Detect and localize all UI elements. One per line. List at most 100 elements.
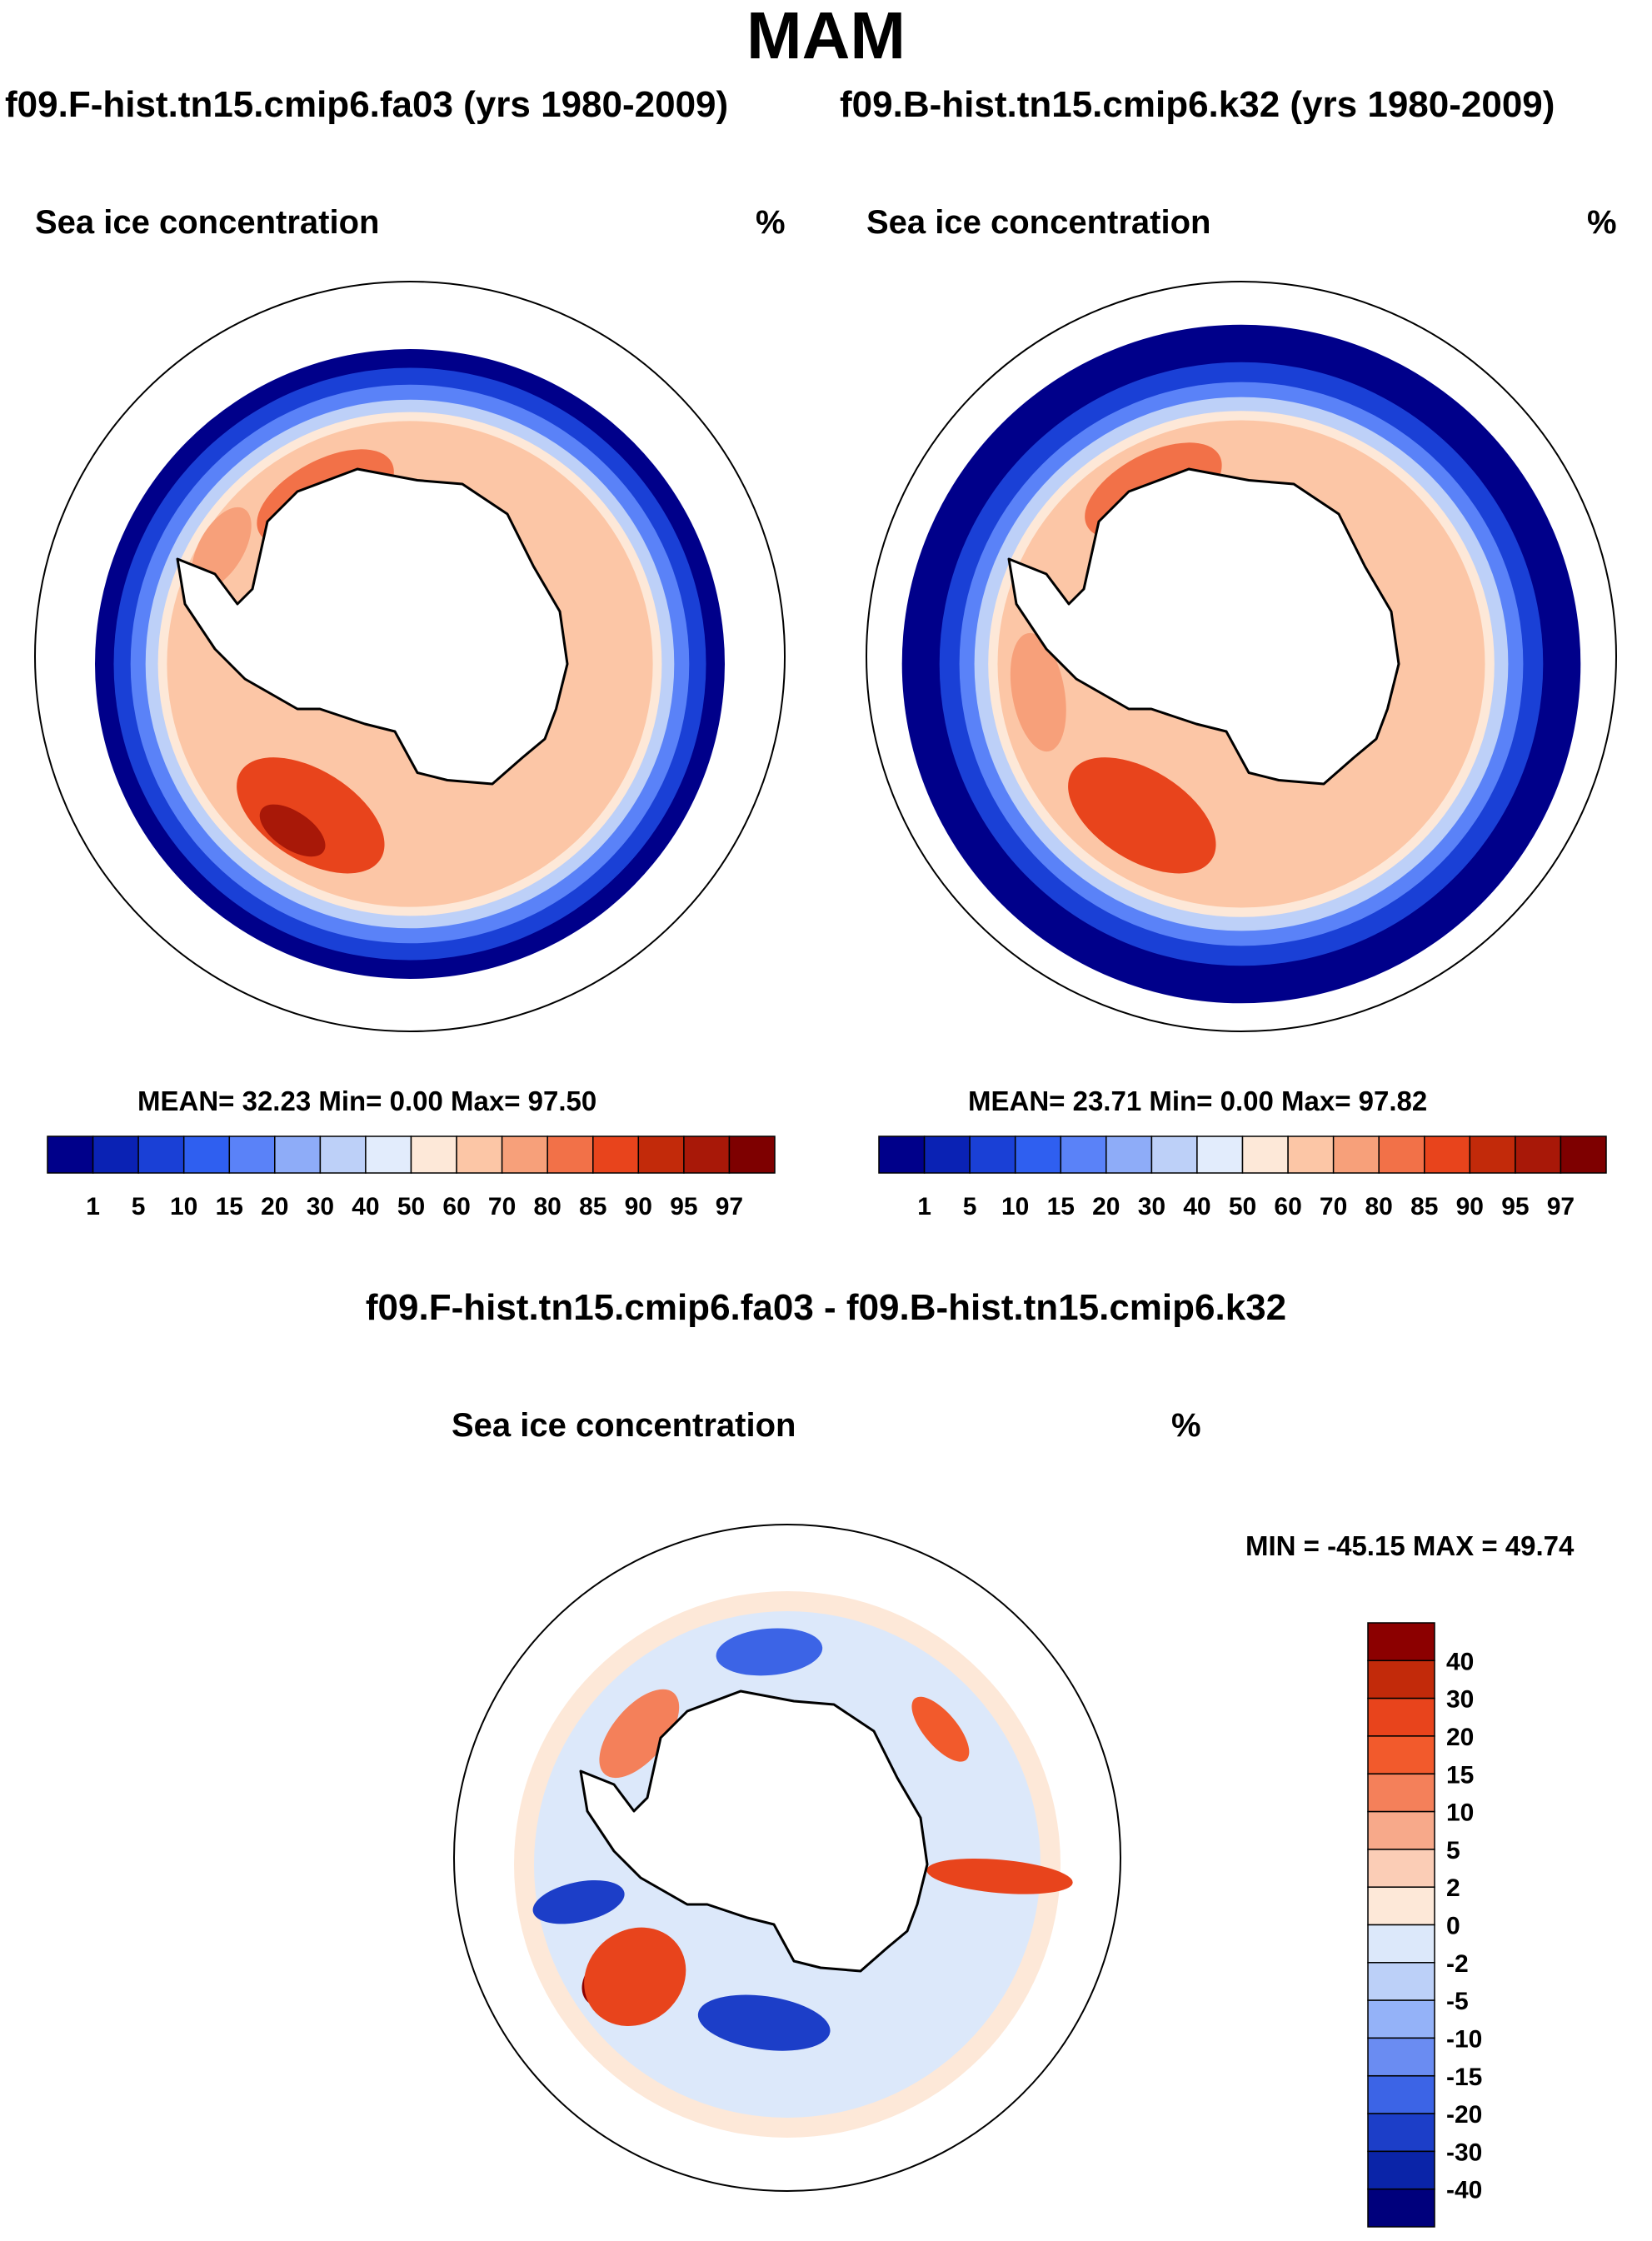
colorbar-diff-swatch xyxy=(1367,1660,1435,1699)
colorbar-diff-swatch xyxy=(1367,1999,1435,2039)
colorbar-b-label: 1 xyxy=(917,1193,931,1220)
colorbar-b-label: 30 xyxy=(1138,1193,1165,1220)
colorbar-diff-swatch xyxy=(1367,1810,1435,1850)
colorbar-a-label: 15 xyxy=(216,1193,243,1220)
colorbar-diff-label: -20 xyxy=(1446,2101,1482,2129)
colorbar-a-label: 85 xyxy=(579,1193,606,1220)
antarctica-coastline xyxy=(579,1689,929,1973)
diff-title: f09.F-hist.tn15.cmip6.fa03 - f09.B-hist.… xyxy=(365,1287,1287,1328)
patch-weddell-sea xyxy=(237,757,385,874)
map-border xyxy=(866,281,1617,1032)
colorbar-a-swatch xyxy=(319,1135,367,1174)
panel-b-stats: MEAN= 23.71 Min= 0.00 Max= 97.82 xyxy=(968,1086,1428,1116)
panel-a-variable: Sea ice concentration xyxy=(35,204,380,241)
colorbar-a-label: 40 xyxy=(352,1193,379,1220)
colorbar-diff-label: 30 xyxy=(1446,1686,1474,1714)
colorbar-diff-label: 2 xyxy=(1446,1874,1460,1902)
colorbar-b-swatch xyxy=(923,1135,971,1174)
colorbar-diff-label: 5 xyxy=(1446,1837,1460,1864)
colorbar-a-swatch xyxy=(592,1135,640,1174)
panel-diff-units: % xyxy=(1171,1407,1201,1444)
patch-weddell-sea-west-halo xyxy=(584,1927,686,2026)
colorbar-a-label: 95 xyxy=(670,1193,697,1220)
colorbar-b-label: 5 xyxy=(963,1193,977,1220)
colorbar-a-label: 20 xyxy=(261,1193,288,1220)
panel-diff-map xyxy=(514,1591,1073,2138)
colorbar-b-label: 15 xyxy=(1047,1193,1075,1220)
colorbar-a-label: 1 xyxy=(86,1193,100,1220)
colorbar-b-swatch xyxy=(1196,1135,1244,1174)
colorbar-b-swatch xyxy=(1241,1135,1289,1174)
panel-b-variable: Sea ice concentration xyxy=(866,204,1211,241)
colorbar-diff-label: 10 xyxy=(1446,1799,1474,1827)
colorbar-b-swatch xyxy=(1560,1135,1607,1174)
colorbar-a-swatch xyxy=(501,1135,548,1174)
colorbar-diff-label: 15 xyxy=(1446,1761,1474,1789)
colorbar-b-swatch xyxy=(1060,1135,1107,1174)
patch-amundsen-sea xyxy=(192,507,252,589)
colorbar-a-label: 97 xyxy=(716,1193,743,1220)
colorbar-diff-swatch xyxy=(1367,1962,1435,2001)
colorbar-b-label: 80 xyxy=(1365,1193,1393,1220)
colorbar-a-swatch xyxy=(547,1135,594,1174)
figure-title: MAM xyxy=(746,0,906,72)
colorbar-diff-swatch xyxy=(1367,2150,1435,2190)
colorbar-b-label: 60 xyxy=(1274,1193,1301,1220)
colorbar-a-label: 10 xyxy=(170,1193,197,1220)
colorbar-diff-swatch xyxy=(1367,2113,1435,2153)
colorbar-a-swatch xyxy=(637,1135,685,1174)
colorbar-b-label: 20 xyxy=(1092,1193,1120,1220)
colorbar-a-label: 70 xyxy=(488,1193,516,1220)
colorbar-a-label: 5 xyxy=(132,1193,146,1220)
panel-diff-stats: MIN = -45.15 MAX = 49.74 xyxy=(1245,1530,1575,1561)
colorbar-a-swatch xyxy=(683,1135,731,1174)
colorbar-b-label: 97 xyxy=(1547,1193,1575,1220)
patch-ross-sea xyxy=(599,1689,680,1779)
colorbar-a-label: 80 xyxy=(534,1193,561,1220)
colorbar-a-swatch xyxy=(92,1135,139,1174)
colorbar-b-label: 50 xyxy=(1229,1193,1256,1220)
colorbar-diff-label: 0 xyxy=(1446,1913,1460,1940)
colorbar-diff-swatch xyxy=(1367,1697,1435,1737)
colorbar-b-label: 90 xyxy=(1456,1193,1484,1220)
colorbar-b-swatch xyxy=(1105,1135,1153,1174)
colorbar-b-swatch xyxy=(1150,1135,1198,1174)
colorbar-a-label: 50 xyxy=(397,1193,425,1220)
colorbar-diff-swatch xyxy=(1367,2075,1435,2114)
colorbar-diff-swatch xyxy=(1367,1849,1435,1888)
case-a-title: f09.F-hist.tn15.cmip6.fa03 (yrs 1980-200… xyxy=(5,84,729,125)
colorbar-b-label: 10 xyxy=(1001,1193,1029,1220)
colorbar-diff-swatch xyxy=(1367,2188,1435,2228)
colorbar-diff-label: -5 xyxy=(1446,1988,1469,2015)
colorbar-diff-swatch xyxy=(1367,1773,1435,1813)
panel-b-map xyxy=(901,324,1581,1004)
colorbar-a-label: 30 xyxy=(307,1193,334,1220)
panel-a-stats: MEAN= 32.23 Min= 0.00 Max= 97.50 xyxy=(137,1086,597,1116)
patch-wilkes-land xyxy=(911,1696,970,1762)
colorbar-b-swatch xyxy=(969,1135,1016,1174)
panel-b-units: % xyxy=(1587,204,1617,241)
colorbar-b-swatch xyxy=(1469,1135,1516,1174)
colorbar-a-swatch xyxy=(456,1135,503,1174)
colorbar-a-swatch xyxy=(182,1135,231,1174)
colorbar-a-swatch xyxy=(274,1135,322,1174)
colorbar-diff-label: -30 xyxy=(1446,2139,1482,2166)
colorbar-diff-label: -40 xyxy=(1446,2177,1482,2204)
colorbar-a-swatch xyxy=(410,1135,457,1174)
colorbar-a-swatch xyxy=(137,1135,185,1174)
map-border xyxy=(453,1524,1121,2192)
case-b-title: f09.B-hist.tn15.cmip6.k32 (yrs 1980-2009… xyxy=(840,84,1555,125)
colorbar-b-swatch xyxy=(1287,1135,1335,1174)
colorbar-b-swatch xyxy=(878,1135,926,1174)
colorbar-b-label: 40 xyxy=(1183,1193,1210,1220)
colorbar-diff-label: -10 xyxy=(1446,2025,1482,2053)
colorbar-b-swatch xyxy=(1424,1135,1471,1174)
colorbar-diff-label: -15 xyxy=(1446,2064,1482,2091)
patch-weddell-sea-east- xyxy=(697,1994,831,2051)
colorbar-a-label: 90 xyxy=(625,1193,652,1220)
patch-weddell-sea xyxy=(1068,757,1216,874)
panel-a-units: % xyxy=(756,204,786,241)
colorbar-b-label: 70 xyxy=(1320,1193,1347,1220)
patch-indian-ocean-sector xyxy=(926,1858,1073,1894)
colorbar-diff-label: -2 xyxy=(1446,1950,1469,1978)
